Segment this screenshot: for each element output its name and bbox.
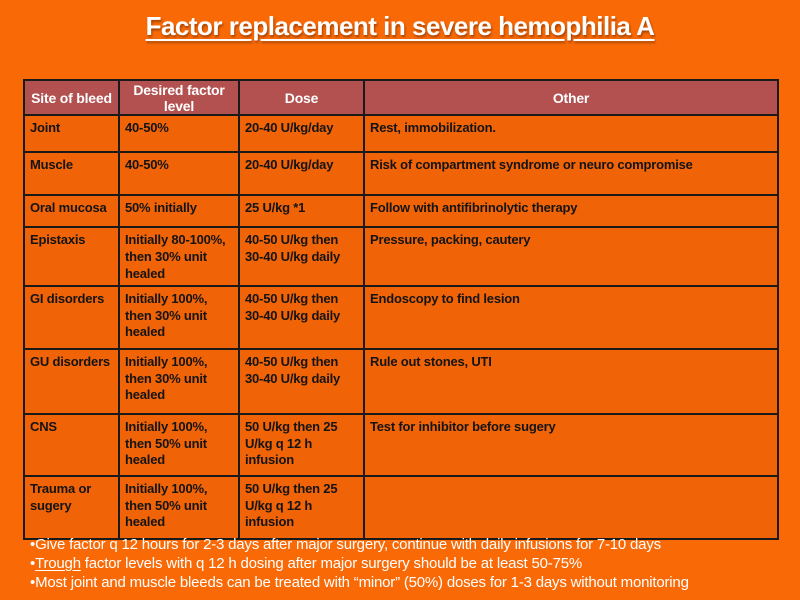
column-header: Site of bleed: [23, 79, 120, 116]
table-cell: Rule out stones, UTI: [363, 347, 779, 415]
table-row: GU disorders Initially 100%, then 30% uni…: [23, 347, 779, 415]
table-cell: Initially 80-100%, then 30% unit healed: [118, 226, 240, 287]
table-body: Joint 40-50% 20-40 U/kg/day Rest, immobiliz…: [23, 114, 779, 540]
table-cell: CNS: [23, 412, 120, 477]
column-header: Other: [363, 79, 779, 116]
table-cell: Rest, immobilization.: [363, 114, 779, 153]
table-cell: 20-40 U/kg/day: [238, 151, 365, 196]
table-cell: 20-40 U/kg/day: [238, 114, 365, 153]
table-cell: 40-50%: [118, 114, 240, 153]
bullet-icon: •: [30, 536, 36, 553]
table-cell: Follow with antifibrinolytic therapy: [363, 194, 779, 228]
table-cell: Muscle: [23, 151, 120, 196]
table-row: GI disorders Initially 100%, then 30% uni…: [23, 284, 779, 350]
underlined-word: Trough: [35, 555, 81, 572]
footer-notes: •Give factor q 12 hours for 2-3 days aft…: [30, 535, 775, 592]
table-cell: Initially 100%, then 50% unit healed: [118, 412, 240, 477]
footer-bullet: •Give factor q 12 hours for 2-3 days aft…: [30, 535, 775, 554]
table-cell: Initially 100%, then 30% unit healed: [118, 347, 240, 415]
table-cell: 50% initially: [118, 194, 240, 228]
slide: Factor replacement in severe hemophilia …: [0, 11, 800, 600]
bullet-icon: •: [30, 574, 36, 591]
bullet-icon: •: [30, 555, 36, 572]
table-row: Trauma or sugery Initially 100%, then 50%…: [23, 474, 779, 540]
footer-bullet: •Trough factor levels with q 12 h dosing…: [30, 554, 775, 573]
bullet-text: Give factor q 12 hours for 2-3 days afte…: [35, 536, 661, 553]
table-cell: Oral mucosa: [23, 194, 120, 228]
table-cell: [363, 474, 779, 540]
table-row: Joint 40-50% 20-40 U/kg/day Rest, immobiliz…: [23, 114, 779, 153]
table-cell: GU disorders: [23, 347, 120, 415]
table-cell: 50 U/kg then 25 U/kg q 12 h infusion: [238, 412, 365, 477]
table-cell: 40-50 U/kg then 30-40 U/kg daily: [238, 226, 365, 287]
table-cell: 50 U/kg then 25 U/kg q 12 h infusion: [238, 474, 365, 540]
footer-bullet: •Most joint and muscle bleeds can be tre…: [30, 573, 775, 592]
table-cell: 25 U/kg *1: [238, 194, 365, 228]
table-row: CNS Initially 100%, then 50% unit healed 5…: [23, 412, 779, 477]
table-cell: Joint: [23, 114, 120, 153]
table-cell: Endoscopy to find lesion: [363, 284, 779, 350]
factor-replacement-table: Site of bleed Desired factor level Dose Oth…: [23, 79, 779, 540]
table-row: Epistaxis Initially 80-100%, then 30% uni…: [23, 226, 779, 287]
column-header: Dose: [238, 79, 365, 116]
table-cell: 40-50 U/kg then 30-40 U/kg daily: [238, 347, 365, 415]
table-cell: GI disorders: [23, 284, 120, 350]
bullet-text: factor levels with q 12 h dosing after m…: [80, 555, 582, 572]
page-title: Factor replacement in severe hemophilia …: [145, 11, 655, 41]
table-header-row: Site of bleed Desired factor level Dose Oth…: [23, 79, 779, 116]
table-cell: Epistaxis: [23, 226, 120, 287]
table-cell: 40-50%: [118, 151, 240, 196]
table-cell: Risk of compartment syndrome or neuro co…: [363, 151, 779, 196]
table-cell: Pressure, packing, cautery: [363, 226, 779, 287]
table-row: Oral mucosa 50% initially 25 U/kg *1 Follow…: [23, 194, 779, 228]
table-cell: Test for inhibitor before sugery: [363, 412, 779, 477]
column-header: Desired factor level: [118, 79, 240, 116]
table-cell: Initially 100%, then 50% unit healed: [118, 474, 240, 540]
table-row: Muscle 40-50% 20-40 U/kg/day Risk of compar…: [23, 151, 779, 196]
table-cell: 40-50 U/kg then 30-40 U/kg daily: [238, 284, 365, 350]
bullet-text: Most joint and muscle bleeds can be trea…: [35, 574, 689, 591]
table-cell: Trauma or sugery: [23, 474, 120, 540]
table-cell: Initially 100%, then 30% unit healed: [118, 284, 240, 350]
